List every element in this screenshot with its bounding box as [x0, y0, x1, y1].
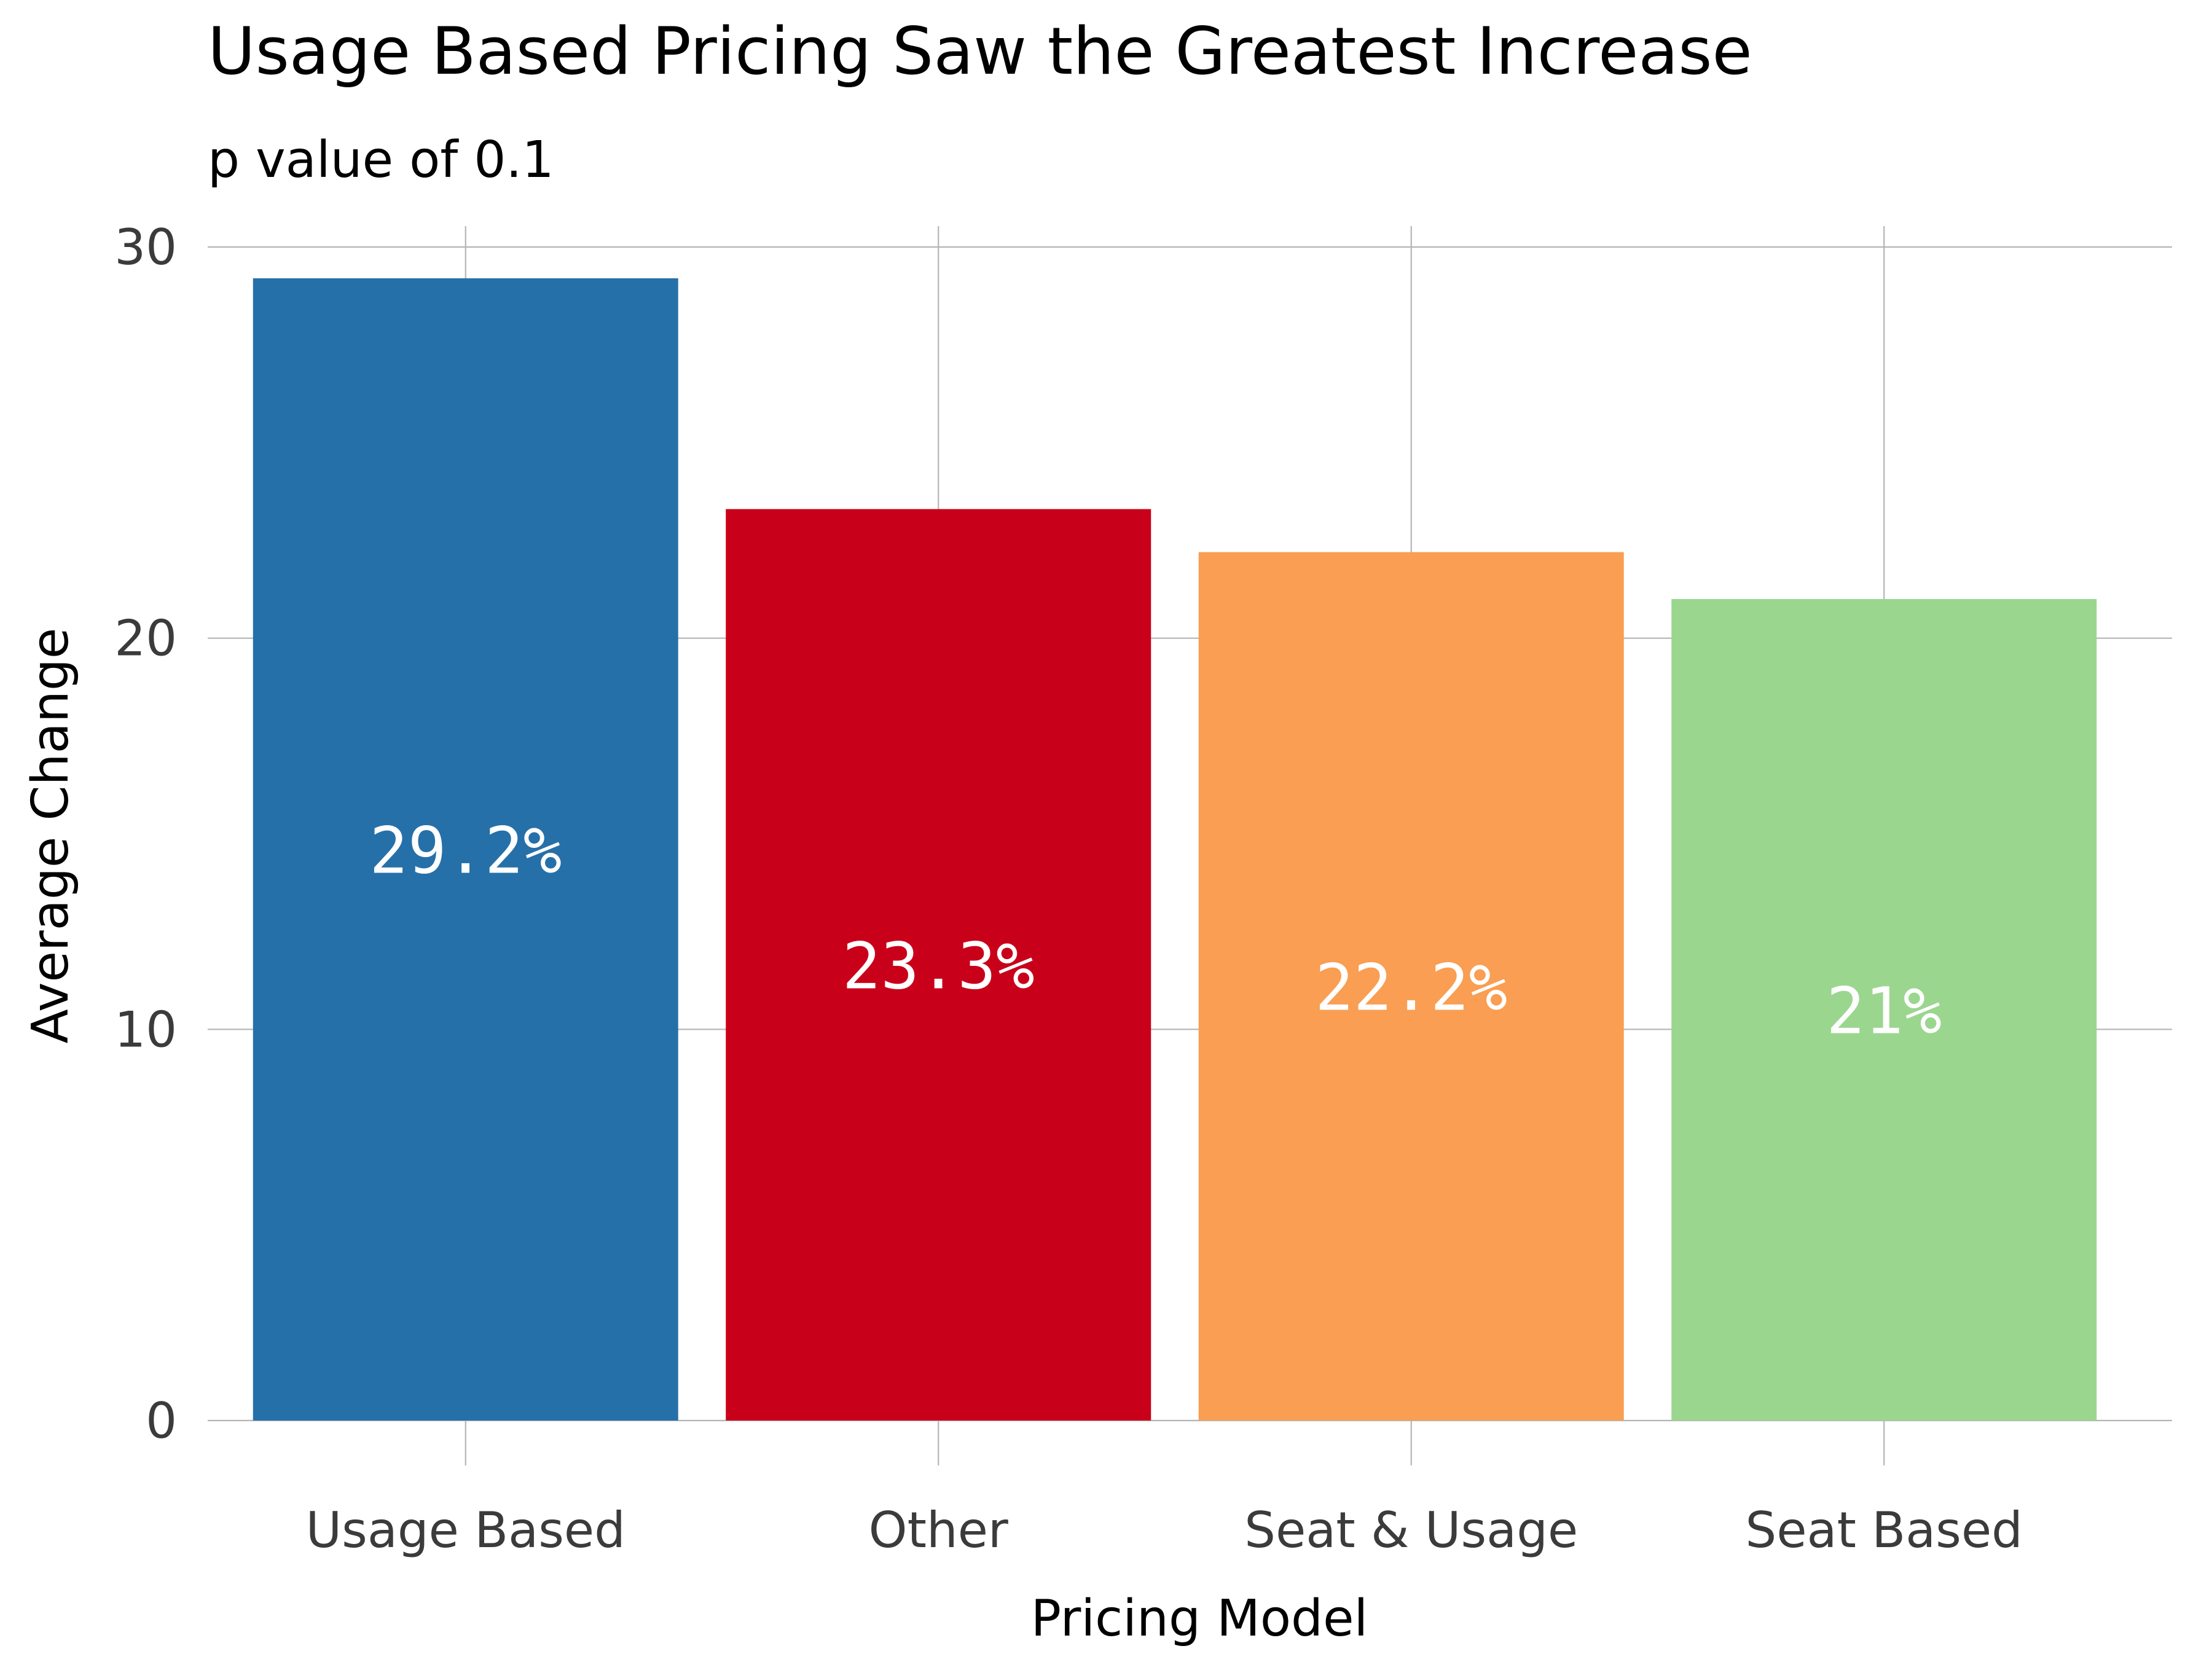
- y-tick-label: 10: [114, 1001, 177, 1058]
- y-tick-label: 20: [114, 610, 177, 667]
- bar-other: [726, 509, 1151, 1421]
- chart-title: Usage Based Pricing Saw the Greatest Inc…: [208, 14, 1752, 89]
- bar-value-label: 22.2%: [1315, 950, 1507, 1025]
- x-tick-label: Seat Based: [1746, 1502, 2023, 1559]
- x-axis-ticks: Usage Based Other Seat & Usage Seat Based: [306, 1502, 2023, 1559]
- y-tick-label: 30: [114, 219, 177, 276]
- y-axis-title: Average Change: [22, 628, 80, 1044]
- y-axis-ticks: 0 10 20 30: [114, 219, 177, 1449]
- bar-seat-usage: [1198, 552, 1624, 1421]
- chart-subtitle: p value of 0.1: [208, 131, 554, 189]
- bar-value-label: 21%: [1826, 974, 1942, 1049]
- y-tick-label: 0: [146, 1392, 177, 1449]
- x-tick-label: Seat & Usage: [1244, 1502, 1578, 1559]
- x-axis-title: Pricing Model: [1031, 1589, 1368, 1648]
- bar-usage-based: [253, 278, 678, 1421]
- bar-value-label: 29.2%: [369, 813, 562, 888]
- x-tick-label: Usage Based: [306, 1502, 626, 1559]
- bar-value-labels: 29.2% 23.3% 22.2% 21%: [369, 813, 1942, 1048]
- bar-value-label: 23.3%: [842, 928, 1035, 1003]
- x-tick-label: Other: [869, 1502, 1008, 1559]
- bar-seat-based: [1671, 599, 2097, 1421]
- bars: [253, 278, 2097, 1421]
